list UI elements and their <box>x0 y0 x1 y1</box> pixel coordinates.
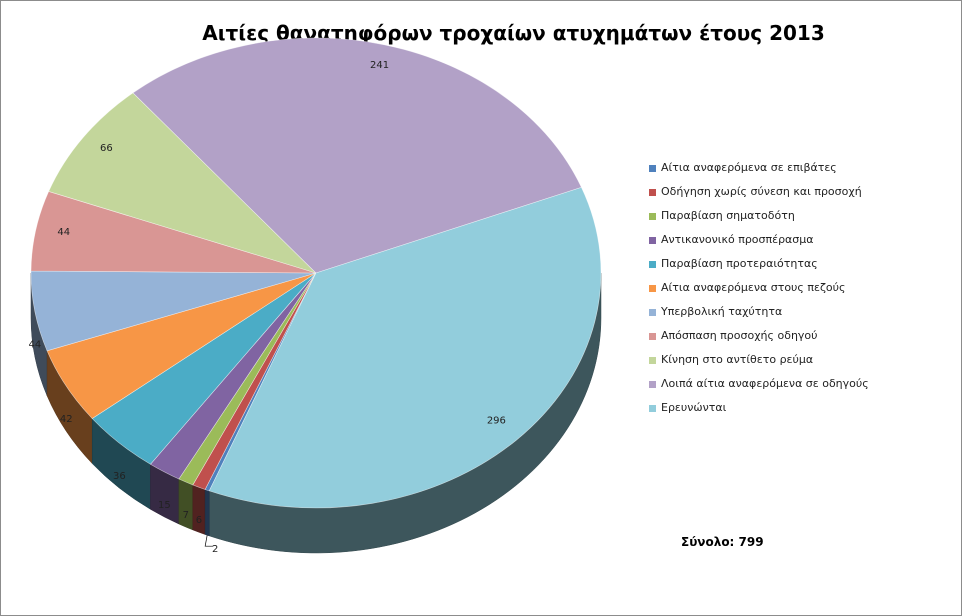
legend-item: Αίτια αναφερόμενα σε επιβάτες <box>649 161 949 185</box>
total-label: Σύνολο: 799 <box>681 535 764 549</box>
legend-swatch <box>649 189 656 196</box>
data-labels: 2 67 15 36 42 44 44 66 241 296 <box>28 60 505 555</box>
leader-line-0 <box>204 535 214 547</box>
pie-side-1 <box>192 484 206 535</box>
data-label-0: 2 <box>212 544 218 555</box>
legend-swatch <box>649 333 656 340</box>
legend-item: Κίνηση στο αντίθετο ρεύμα <box>649 353 949 377</box>
pie-slice-8 <box>48 92 317 274</box>
legend-label: Απόσπαση προσοχής οδηγού <box>661 329 818 342</box>
legend-swatch <box>649 405 656 412</box>
legend-label: Οδήγηση χωρίς σύνεση και προσοχή <box>661 185 862 198</box>
legend: Αίτια αναφερόμενα σε επιβάτες Οδήγηση χωρ… <box>649 161 949 425</box>
legend-swatch <box>649 261 656 268</box>
data-label-9: 241 <box>370 60 389 71</box>
legend-label: Αίτια αναφερόμενα σε επιβάτες <box>661 161 837 174</box>
legend-swatch <box>649 285 656 292</box>
legend-item: Λοιπά αίτια αναφερόμενα σε οδηγούς <box>649 377 949 401</box>
pie-slice-9 <box>132 37 582 274</box>
data-label-7: 44 <box>57 227 70 238</box>
pie-side-2 <box>178 478 194 531</box>
data-label-10: 296 <box>487 415 506 426</box>
legend-label: Αίτια αναφερόμενα στους πεζούς <box>661 281 846 294</box>
legend-item: Υπερβολική ταχύτητα <box>649 305 949 329</box>
legend-item: Αίτια αναφερόμενα στους πεζούς <box>649 281 949 305</box>
data-label-3: 15 <box>158 500 171 511</box>
pie-side-0 <box>204 489 210 537</box>
legend-swatch <box>649 309 656 316</box>
legend-item: Απόσπαση προσοχής οδηγού <box>649 329 949 353</box>
data-label-6: 44 <box>28 339 41 350</box>
legend-label: Υπερβολική ταχύτητα <box>661 305 783 318</box>
legend-swatch <box>649 165 656 172</box>
legend-label: Αντικανονικό προσπέρασμα <box>661 233 814 246</box>
legend-label: Ερευνώνται <box>661 401 727 414</box>
legend-label: Λοιπά αίτια αναφερόμενα σε οδηγούς <box>661 377 869 390</box>
legend-swatch <box>649 213 656 220</box>
legend-swatch <box>649 357 656 364</box>
legend-item: Παραβίαση προτεραιότητας <box>649 257 949 281</box>
legend-item: Παραβίαση σηματοδότη <box>649 209 949 233</box>
data-label-1: 6 <box>196 515 202 526</box>
data-label-8: 66 <box>100 143 113 154</box>
pie-sides <box>30 272 602 554</box>
pie-slice-10 <box>208 187 602 509</box>
legend-label: Παραβίαση προτεραιότητας <box>661 257 818 270</box>
legend-item: Αντικανονικό προσπέρασμα <box>649 233 949 257</box>
data-label-2: 7 <box>183 510 189 521</box>
legend-swatch <box>649 381 656 388</box>
legend-item: Ερευνώνται <box>649 401 949 425</box>
legend-item: Οδήγηση χωρίς σύνεση και προσοχή <box>649 185 949 209</box>
data-label-5: 42 <box>60 414 73 425</box>
legend-swatch <box>649 237 656 244</box>
legend-label: Παραβίαση σηματοδότη <box>661 209 795 222</box>
pie-tops <box>30 37 602 509</box>
legend-label: Κίνηση στο αντίθετο ρεύμα <box>661 353 814 366</box>
data-label-4: 36 <box>113 471 126 482</box>
